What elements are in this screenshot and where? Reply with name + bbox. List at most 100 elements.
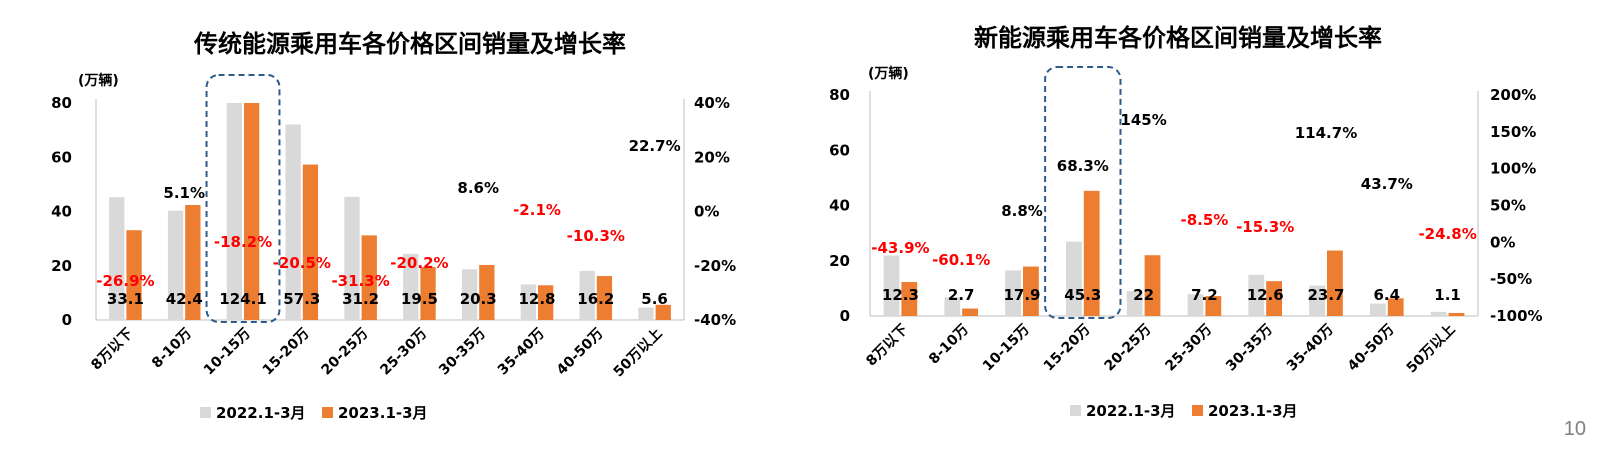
chart1-title: 传统能源乘用车各价格区间销量及增长率 xyxy=(193,30,626,58)
chart2-x-tick-label: 20-25万 xyxy=(1102,322,1155,375)
chart1-x-tick-label: 35-40万 xyxy=(495,326,548,379)
chart2-bar-2023 xyxy=(1448,312,1465,316)
chart2-y-right-tick: 200% xyxy=(1490,86,1536,104)
chart2-y-left-tick: 0 xyxy=(840,307,850,325)
chart2-x-tick-label: 25-30万 xyxy=(1162,322,1215,375)
chart2-growth-label: 145% xyxy=(1120,111,1166,129)
chart1-growth-label: -10.3% xyxy=(567,227,625,245)
chart2-growth-label: -43.9% xyxy=(871,239,929,257)
chart2-x-tick-label: 15-20万 xyxy=(1041,322,1094,375)
chart1-highlight-box xyxy=(205,74,281,323)
chart1-y-right-tick: 0% xyxy=(694,203,719,221)
chart1-bar-2023 xyxy=(655,304,671,320)
chart2-title: 新能源乘用车各价格区间销量及增长率 xyxy=(974,24,1382,52)
chart1-growth-label: -20.2% xyxy=(390,254,448,272)
chart1-unit-label: (万辆) xyxy=(78,72,119,89)
chart1-x-tick-label: 10-15万 xyxy=(201,326,254,379)
chart2-legend-swatch-2022 xyxy=(1070,405,1081,416)
chart2-x-tick-label: 8万以下 xyxy=(863,322,911,370)
chart2-legend-swatch-2023 xyxy=(1192,405,1203,416)
chart2-value-label: 17.9 xyxy=(1003,286,1040,304)
chart2-y-right-tick: 0% xyxy=(1490,233,1515,251)
chart1-bar-2023 xyxy=(126,230,142,320)
chart1-y-left-tick: 0 xyxy=(62,311,72,329)
chart1-y-left-tick: 40 xyxy=(51,203,72,221)
chart1-bar-2022 xyxy=(226,103,242,320)
chart2-growth-label: 68.3% xyxy=(1057,157,1109,175)
chart1-x-tick-label: 30-35万 xyxy=(436,326,489,379)
chart1-value-label: 33.1 xyxy=(107,290,144,308)
chart1-bar-2022 xyxy=(520,284,536,320)
chart1-value-label: 20.3 xyxy=(460,290,497,308)
chart1-bar-2023 xyxy=(538,285,554,320)
chart1-bar-2023 xyxy=(244,103,260,320)
chart2-y-right-tick: -50% xyxy=(1490,270,1532,288)
chart2-unit-label: (万辆) xyxy=(868,65,909,82)
chart1-growth-label: 22.7% xyxy=(629,137,681,155)
chart2-bar-2022 xyxy=(1430,311,1447,316)
chart1-y-left-tick: 80 xyxy=(51,94,72,112)
chart2-growth-label: 43.7% xyxy=(1361,175,1413,193)
chart1-bar-2022 xyxy=(344,196,360,320)
chart1-bar-2023 xyxy=(479,264,495,320)
chart2-bar-2022 xyxy=(1126,291,1143,316)
chart1-bar-2023 xyxy=(596,276,613,320)
chart1-growth-label: -18.2% xyxy=(214,233,272,251)
chart2-growth-label: -15.3% xyxy=(1236,218,1294,236)
chart1-bar-2022 xyxy=(285,124,301,321)
chart2-y-right-tick: 100% xyxy=(1490,160,1536,178)
chart1-value-label: 19.5 xyxy=(401,290,438,308)
chart1-x-tick-label: 50万以上 xyxy=(611,326,666,381)
chart2-legend-label-2023: 2023.1-3月 xyxy=(1208,402,1298,420)
chart2-value-label: 12.6 xyxy=(1247,286,1284,304)
chart2-value-label: 23.7 xyxy=(1307,286,1344,304)
chart1-x-tick-label: 20-25万 xyxy=(319,326,372,379)
chart1-bar-2022 xyxy=(109,197,125,320)
chart1-x-tick-label: 25-30万 xyxy=(377,326,430,379)
chart2-x-tick-label: 10-15万 xyxy=(980,322,1033,375)
chart1-legend-label-2022: 2022.1-3月 xyxy=(216,404,306,422)
chart1-y-right-tick: 40% xyxy=(694,94,730,112)
chart2-value-label: 45.3 xyxy=(1064,286,1101,304)
chart1-bar-2023 xyxy=(302,164,319,320)
chart1-x-tick-label: 15-20万 xyxy=(260,326,313,379)
chart1-growth-label: -20.5% xyxy=(273,254,331,272)
chart1-bar-2022 xyxy=(461,269,478,320)
chart1-value-label: 57.3 xyxy=(283,290,320,308)
chart1-x-tick-label: 40-50万 xyxy=(554,326,607,379)
chart1-value-label: 5.6 xyxy=(641,290,668,308)
chart2-bar-2022 xyxy=(944,297,961,316)
chart2-bar-2022 xyxy=(1309,285,1325,316)
chart2-bar-2023 xyxy=(1023,266,1039,316)
page-number: 10 xyxy=(1563,418,1586,440)
chart1-x-tick-label: 8-10万 xyxy=(149,326,195,372)
chart1-growth-label: 8.6% xyxy=(457,179,499,197)
chart1-y-left-tick: 20 xyxy=(51,257,72,275)
chart1-bar-2022 xyxy=(403,253,419,320)
chart1-legend-swatch-2022 xyxy=(200,407,211,418)
chart1-growth-label: 5.1% xyxy=(163,184,205,202)
chart1-x-tick-label: 8万以下 xyxy=(88,326,136,374)
chart2-y-left-tick: 20 xyxy=(829,252,850,270)
chart1-y-right-tick: -20% xyxy=(694,257,736,275)
chart2-legend-label-2022: 2022.1-3月 xyxy=(1086,402,1176,420)
chart2-bar-2023 xyxy=(1266,281,1283,316)
chart1-value-label: 124.1 xyxy=(219,290,266,308)
chart2-value-label: 1.1 xyxy=(1434,286,1461,304)
chart2-growth-label: -8.5% xyxy=(1180,211,1228,229)
chart2-x-tick-label: 30-35万 xyxy=(1223,322,1276,375)
chart2-y-left-tick: 60 xyxy=(829,141,850,159)
chart2-bar-2023 xyxy=(1205,296,1222,316)
chart1-growth-label: -26.9% xyxy=(96,272,154,290)
chart2-bar-2022 xyxy=(883,255,900,316)
chart1-bar-2022 xyxy=(167,210,184,320)
chart2-x-tick-label: 35-40万 xyxy=(1284,322,1337,375)
chart1-value-label: 42.4 xyxy=(166,290,203,308)
chart1-value-label: 31.2 xyxy=(342,290,379,308)
chart1-y-right-tick: -40% xyxy=(694,311,736,329)
chart2-bar-2023 xyxy=(962,308,979,316)
chart2-bar-2023 xyxy=(1387,298,1404,316)
chart1-legend-swatch-2023 xyxy=(322,407,333,418)
chart2-value-label: 22 xyxy=(1133,286,1154,304)
chart2-value-label: 12.3 xyxy=(882,286,919,304)
